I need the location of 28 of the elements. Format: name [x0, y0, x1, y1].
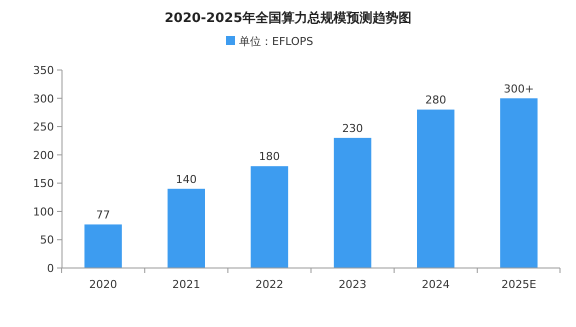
bar — [334, 138, 372, 268]
data-label: 140 — [176, 172, 197, 186]
x-tick-label: 2021 — [172, 278, 200, 291]
y-tick-label: 200 — [33, 148, 54, 162]
y-tick-label: 50 — [40, 234, 54, 247]
x-tick-label: 2025E — [501, 278, 536, 291]
data-label: 180 — [258, 150, 280, 164]
y-tick-label: 0 — [47, 262, 54, 275]
y-tick-label: 250 — [33, 120, 54, 134]
chart-title: 2020-2025年全国算力总规模预测趋势图 — [164, 10, 412, 26]
x-tick-label: 2023 — [338, 278, 367, 291]
legend-label: 单位：EFLOPS — [239, 35, 314, 48]
data-label: 280 — [425, 94, 446, 107]
data-label: 77 — [96, 208, 110, 222]
bar — [84, 224, 122, 268]
data-label: 230 — [342, 122, 364, 135]
bar — [250, 166, 288, 268]
x-tick-label: 2020 — [89, 278, 118, 291]
y-tick-label: 150 — [33, 177, 54, 190]
bar — [417, 110, 454, 268]
y-tick-label: 350 — [33, 64, 54, 77]
data-label: 300+ — [504, 82, 534, 96]
y-tick-label: 300 — [33, 92, 54, 106]
y-tick-label: 100 — [33, 205, 54, 218]
x-tick-label: 2022 — [255, 278, 284, 291]
x-tick-label: 2024 — [422, 278, 450, 291]
bar — [168, 188, 205, 268]
bar — [500, 98, 538, 268]
